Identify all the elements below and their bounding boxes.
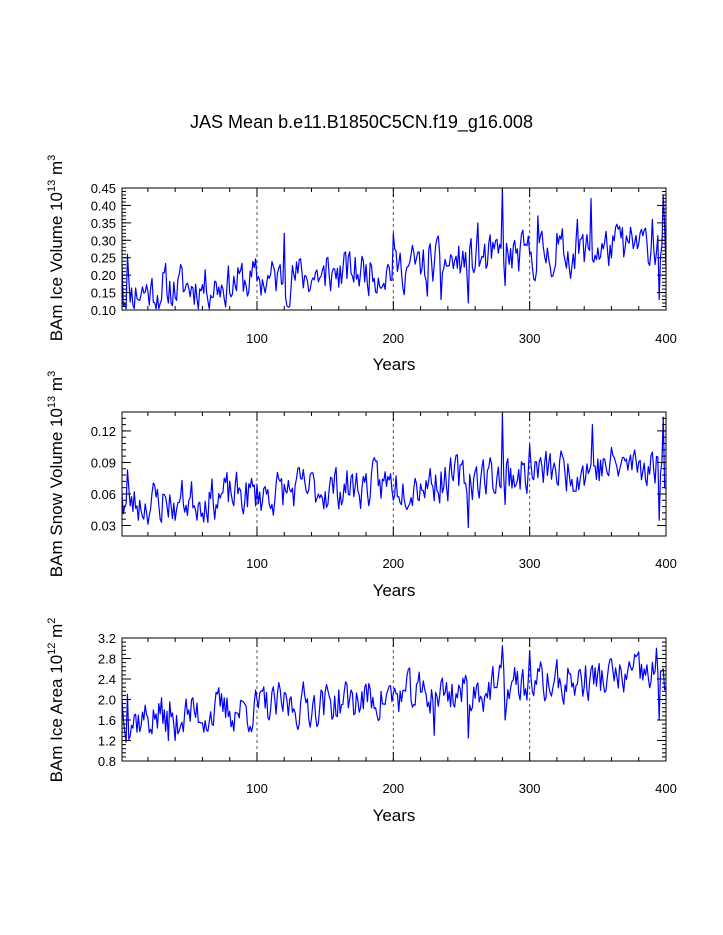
y-tick-label: 0.03 [91, 518, 116, 533]
x-axis-label: Years [373, 355, 416, 374]
x-tick-label: 100 [246, 331, 268, 346]
x-tick-label: 400 [655, 331, 677, 346]
plot-frame [121, 411, 667, 537]
x-tick-label: 400 [655, 556, 677, 571]
y-tick-label: 0.20 [91, 268, 116, 283]
y-tick-label: 2.0 [98, 693, 116, 708]
chart-title: JAS Mean b.e11.B1850C5CN.f19_g16.008 [190, 112, 533, 132]
y-tick-label: 3.2 [98, 631, 116, 646]
y-tick-label: 0.06 [91, 487, 116, 502]
x-axis-label: Years [373, 806, 416, 825]
x-tick-label: 300 [519, 556, 541, 571]
y-axis-label: BAm Snow Volume 1013 m3 [46, 371, 66, 577]
y-tick-label: 0.40 [91, 198, 116, 213]
x-tick-label: 100 [246, 781, 268, 796]
y-tick-label: 0.35 [91, 216, 116, 231]
x-axis-label: Years [373, 581, 416, 600]
plot-frame [121, 187, 667, 311]
y-tick-label: 0.25 [91, 251, 116, 266]
x-tick-label: 200 [382, 556, 404, 571]
y-tick-label: 0.45 [91, 181, 116, 196]
series-line [121, 188, 667, 310]
y-tick-label: 1.6 [98, 713, 116, 728]
x-tick-label: 200 [382, 331, 404, 346]
y-tick-label: 0.10 [91, 303, 116, 318]
x-tick-label: 300 [519, 331, 541, 346]
y-tick-label: 0.09 [91, 455, 116, 470]
y-tick-label: 0.30 [91, 233, 116, 248]
y-tick-label: 0.15 [91, 286, 116, 301]
x-tick-label: 100 [246, 556, 268, 571]
x-tick-label: 300 [519, 781, 541, 796]
plot-frame [121, 637, 667, 762]
y-axis-label: BAm Ice Area 1012 m2 [46, 618, 66, 783]
y-tick-label: 0.8 [98, 754, 116, 769]
y-tick-label: 2.8 [98, 652, 116, 667]
x-tick-label: 200 [382, 781, 404, 796]
y-axis-label: BAm Ice Volume 1013 m3 [46, 155, 66, 342]
y-tick-label: 1.2 [98, 734, 116, 749]
y-tick-label: 0.12 [91, 424, 116, 439]
series-line [121, 645, 667, 743]
x-tick-label: 400 [655, 781, 677, 796]
y-tick-label: 2.4 [98, 672, 116, 687]
series-line [121, 413, 667, 529]
